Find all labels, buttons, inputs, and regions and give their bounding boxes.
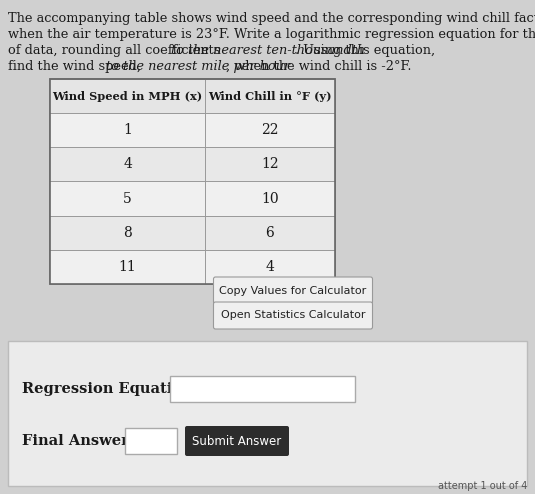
Text: find the wind speed,: find the wind speed, — [8, 60, 145, 73]
Bar — [50, 113, 335, 147]
Text: Copy Values for Calculator: Copy Values for Calculator — [219, 286, 366, 295]
Bar — [50, 147, 335, 181]
Text: Regression Equation:: Regression Equation: — [22, 382, 198, 396]
Text: to the nearest ten-thousandth: to the nearest ten-thousandth — [171, 44, 365, 57]
Text: Wind Speed in MPH (x): Wind Speed in MPH (x) — [52, 90, 203, 102]
Bar — [0, 0, 535, 344]
Text: to the nearest mile per hour: to the nearest mile per hour — [105, 60, 289, 73]
Text: of data, rounding all coefficients: of data, rounding all coefficients — [8, 44, 225, 57]
Bar — [50, 79, 335, 284]
Bar — [50, 181, 335, 216]
Text: 10: 10 — [261, 192, 279, 206]
Text: 12: 12 — [261, 158, 279, 171]
Bar — [125, 428, 177, 454]
Text: , when the wind chill is -2°F.: , when the wind chill is -2°F. — [226, 60, 411, 73]
Text: 1: 1 — [123, 123, 132, 137]
Text: . Using this equation,: . Using this equation, — [295, 44, 435, 57]
Text: 4: 4 — [265, 260, 274, 274]
Text: 11: 11 — [119, 260, 136, 274]
Bar — [50, 216, 335, 250]
Text: 5: 5 — [123, 192, 132, 206]
Text: Open Statistics Calculator: Open Statistics Calculator — [221, 311, 365, 321]
Text: The accompanying table shows wind speed and the corresponding wind chill factor: The accompanying table shows wind speed … — [8, 12, 535, 25]
FancyBboxPatch shape — [213, 302, 372, 329]
Text: 22: 22 — [261, 123, 279, 137]
Text: 4: 4 — [123, 158, 132, 171]
Text: when the air temperature is 23°F. Write a logarithmic regression equation for th: when the air temperature is 23°F. Write … — [8, 28, 535, 41]
Text: attempt 1 out of 4: attempt 1 out of 4 — [438, 481, 527, 491]
FancyBboxPatch shape — [185, 426, 289, 456]
Bar — [8, 341, 527, 486]
Bar — [170, 376, 355, 402]
Text: Final Answer:: Final Answer: — [22, 434, 134, 448]
Bar — [50, 79, 335, 284]
Text: Wind Chill in °F (y): Wind Chill in °F (y) — [208, 90, 332, 102]
FancyBboxPatch shape — [213, 277, 372, 304]
Bar — [50, 79, 335, 113]
Text: Submit Answer: Submit Answer — [193, 435, 281, 448]
Text: 8: 8 — [123, 226, 132, 240]
Text: 6: 6 — [265, 226, 274, 240]
Bar — [50, 250, 335, 284]
